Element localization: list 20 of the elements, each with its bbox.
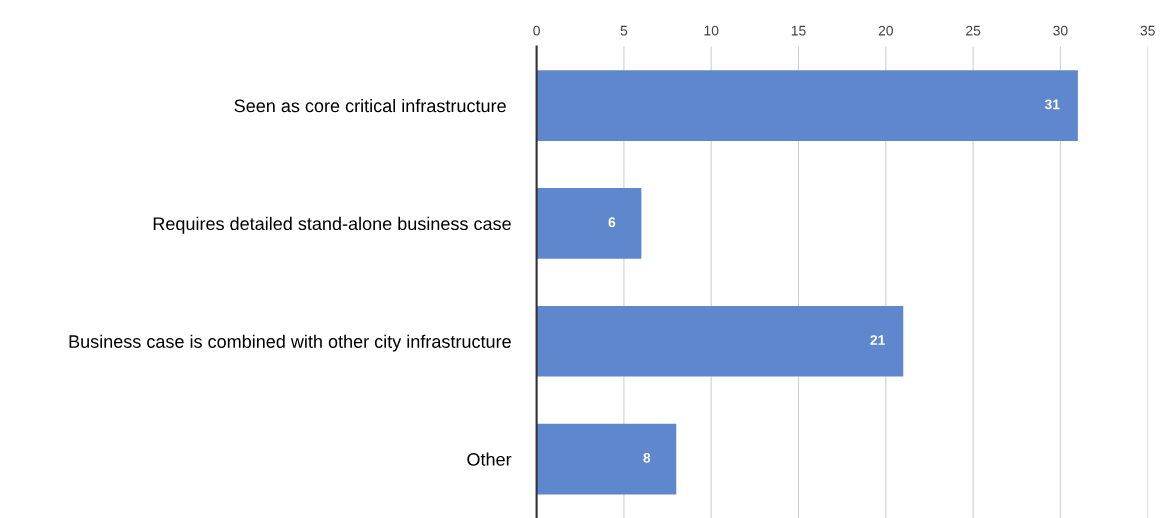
data-label: 6 <box>608 217 616 228</box>
x-tick-label: 35 <box>1140 25 1155 36</box>
x-tick-label: 15 <box>791 25 806 36</box>
data-label: 8 <box>643 452 651 463</box>
bar <box>536 305 904 377</box>
y-tick-label: Other <box>467 452 512 466</box>
data-label: 31 <box>1044 99 1060 110</box>
bar <box>536 423 677 495</box>
x-tick-label: 5 <box>620 25 628 36</box>
x-tick-label: 0 <box>533 25 540 36</box>
y-tick-label: Seen as core critical infrastructure <box>234 99 506 113</box>
bar <box>536 188 642 259</box>
data-label: 21 <box>870 335 885 345</box>
y-tick-label: Business case is combined with other city infrastructure <box>69 334 511 352</box>
x-tick-label: 30 <box>1053 25 1068 36</box>
x-tick-label: 10 <box>704 25 719 36</box>
x-tick-label: 20 <box>878 25 893 36</box>
y-tick-label: Requires detailed stand-alone business case <box>153 216 511 234</box>
bar <box>536 70 1078 141</box>
x-tick-label: 25 <box>966 25 981 36</box>
